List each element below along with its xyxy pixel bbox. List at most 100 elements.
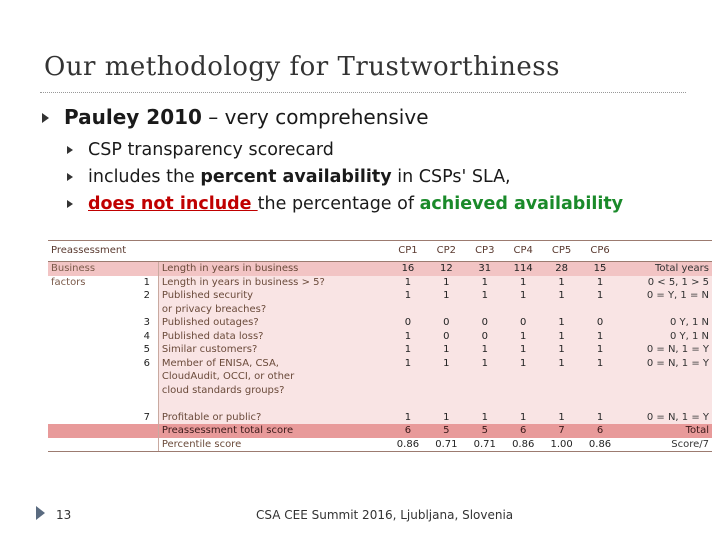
bullet-arrow-icon <box>42 113 49 123</box>
score-cell: 1 <box>580 329 620 343</box>
score-cell: 1 <box>580 275 620 289</box>
score-cell <box>388 302 428 316</box>
sub-bullet-percent: includes the percent availability in CSP… <box>40 164 700 191</box>
score-cell <box>465 370 504 384</box>
sub-bullet-achieved-red: does not include <box>88 194 258 214</box>
table-header-scoring <box>619 240 712 262</box>
score-cell: 1 <box>580 356 620 370</box>
score-cell: 0.86 <box>580 437 620 452</box>
sub-bullet-percent-pre: includes the <box>88 167 201 187</box>
score-cell: 1 <box>388 275 428 289</box>
score-cell: 1 <box>388 410 428 424</box>
page-number: 13 <box>56 508 72 522</box>
score-cell: 1 <box>465 275 504 289</box>
row-scoring-rule: 0 = N, 1 = Y <box>619 410 712 424</box>
score-cell: 15 <box>580 261 620 276</box>
title-divider <box>40 92 686 93</box>
row-scoring-rule <box>619 397 712 411</box>
bullet-list: Pauley 2010 – very comprehensive CSP tra… <box>40 103 700 218</box>
row-criterion: Published outages? <box>157 316 389 330</box>
score-cell <box>580 302 620 316</box>
score-cell <box>427 397 466 411</box>
row-scoring-rule: 0 = N, 1 = Y <box>619 343 712 357</box>
table-row: cloud standards groups? <box>48 383 712 397</box>
score-cell <box>388 397 428 411</box>
score-cell: 12 <box>427 261 466 276</box>
row-group-label <box>48 330 136 344</box>
score-cell: 1 <box>427 356 466 370</box>
score-cell: 1 <box>388 289 428 303</box>
row-group-label <box>48 357 136 371</box>
row-group-label: Business <box>48 261 136 276</box>
score-cell: 1 <box>427 410 466 424</box>
score-cell: 7 <box>542 424 581 438</box>
score-cell <box>542 383 581 397</box>
score-cell <box>542 370 581 384</box>
score-cell: 114 <box>503 261 543 276</box>
table-row: Percentile score 0.86 0.71 0.71 0.86 1.00 0.86… <box>48 437 712 452</box>
score-cell: 0 <box>465 316 504 330</box>
footer-marker-icon <box>36 506 45 520</box>
table-row: CloudAudit, OCCI, or other <box>48 370 712 384</box>
score-cell: 1 <box>580 343 620 357</box>
row-number <box>136 397 159 411</box>
row-criterion: Profitable or public? <box>157 410 389 424</box>
table-row: 5 Similar customers? 1 1 1 1 1 1 0 = N, 1 = Y <box>48 343 712 357</box>
score-cell <box>388 370 428 384</box>
score-cell: 1 <box>542 356 581 370</box>
sub-bullet-percent-bold: percent availability <box>200 167 392 187</box>
row-group-label <box>48 424 136 438</box>
score-cell: 1 <box>542 316 581 330</box>
score-cell: 31 <box>465 261 504 276</box>
row-scoring-rule <box>619 302 712 316</box>
table-row: 2 Published security 1 1 1 1 1 1 0 = Y, 1 = N <box>48 289 712 303</box>
bullet-pauley-bold: Pauley 2010 <box>64 105 202 129</box>
score-cell: 1 <box>503 343 543 357</box>
row-group-label <box>48 397 136 411</box>
row-number <box>135 437 159 452</box>
score-cell: 1 <box>503 275 543 289</box>
score-cell: 1 <box>580 289 620 303</box>
sub-bullet-arrow-icon <box>67 146 73 154</box>
score-cell: 0 <box>427 316 466 330</box>
score-cell: 0 <box>465 329 504 343</box>
score-cell: 1 <box>580 410 620 424</box>
score-cell <box>580 397 620 411</box>
table-header-cp: CP5 <box>542 240 581 262</box>
sub-bullet-percent-post: in CSPs' SLA, <box>391 167 511 187</box>
row-number: 2 <box>143 290 150 301</box>
row-group-label <box>48 370 136 384</box>
sub-bullet-achieved-mid: the percentage of <box>257 194 420 214</box>
score-cell <box>427 383 466 397</box>
sub-bullet-arrow-icon <box>67 200 73 208</box>
score-cell: 28 <box>542 261 581 276</box>
sub-bullet-scorecard: CSP transparency scorecard <box>40 137 700 164</box>
sub-bullet-scorecard-text: CSP transparency scorecard <box>88 140 334 160</box>
score-cell: 5 <box>465 424 504 438</box>
score-cell <box>427 370 466 384</box>
row-criterion: Member of ENISA, CSA, <box>157 356 389 370</box>
row-group-label <box>48 289 136 303</box>
table-row: or privacy breaches? <box>48 302 712 316</box>
score-cell: 1 <box>542 329 581 343</box>
row-criterion: Length in years in business > 5? <box>157 275 389 289</box>
table-header-cp: CP1 <box>388 240 428 262</box>
scorecard-table-figure: Preassessment CP1 CP2 CP3 CP4 CP5 CP6 Bu… <box>48 240 712 472</box>
scorecard-table: Preassessment CP1 CP2 CP3 CP4 CP5 CP6 Bu… <box>48 240 712 452</box>
row-scoring-rule: Score/7 <box>619 437 712 452</box>
score-cell: 0 <box>427 329 466 343</box>
table-header-cp: CP3 <box>465 240 504 262</box>
row-group-label: factors <box>51 276 86 288</box>
table-row: 3 Published outages? 0 0 0 0 1 0 0 Y, 1 N <box>48 316 712 330</box>
row-scoring-rule: 0 Y, 1 N <box>619 329 712 343</box>
row-scoring-rule: 0 Y, 1 N <box>619 316 712 330</box>
score-cell: 1 <box>388 343 428 357</box>
score-cell: 0.71 <box>427 437 466 452</box>
row-criterion: or privacy breaches? <box>157 302 389 316</box>
score-cell <box>465 302 504 316</box>
score-cell: 1 <box>503 329 543 343</box>
score-cell: 6 <box>503 424 543 438</box>
score-cell: 1 <box>465 343 504 357</box>
row-number <box>136 370 159 384</box>
score-cell: 1 <box>542 289 581 303</box>
